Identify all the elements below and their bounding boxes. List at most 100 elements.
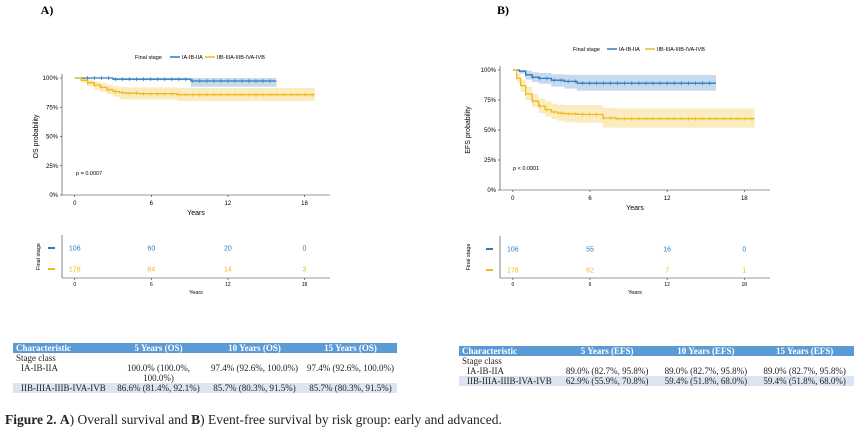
risk-count: 20 — [224, 246, 232, 253]
risk-x-tick-label: 12 — [225, 282, 231, 288]
risk-count: 3 — [303, 267, 307, 274]
group-label: Stage class — [13, 353, 397, 363]
x-tick-label: 0 — [511, 196, 515, 202]
cell-value: 86.6% (81.4%, 92.1%) — [112, 383, 205, 393]
y-tick-label: 25% — [484, 158, 497, 164]
y-axis-label: EFS probability — [465, 106, 472, 154]
cell-value: 59.4% (51.8%, 68.0%) — [656, 376, 756, 386]
x-axis-label: Years — [187, 210, 205, 217]
risk-count: 14 — [224, 267, 232, 274]
header-5-years: 5 Years (OS) — [112, 343, 205, 353]
x-tick-label: 12 — [225, 201, 232, 207]
y-axis-label: OS probability — [33, 114, 40, 158]
risk-count: 7 — [665, 268, 669, 275]
risk-x-tick-label: 6 — [589, 282, 592, 288]
table-row: IIB-IIIA-IIIB-IVA-IVB 62.9% (55.9%, 70.8… — [459, 376, 854, 386]
risk-x-tick-label: 0 — [73, 282, 76, 288]
risk-x-tick-label: 6 — [150, 282, 153, 288]
cell-value: 85.7% (80.3%, 91.5%) — [304, 383, 397, 393]
risk-count: 55 — [586, 247, 594, 254]
cell-value: 97.4% (92.6%, 100.0%) — [204, 363, 305, 383]
x-tick-label: 18 — [741, 196, 748, 202]
y-tick-label: 50% — [46, 135, 59, 141]
header-characteristic: Characteristic — [13, 343, 113, 353]
cell-value: 89.0% (82.7%, 95.8%) — [557, 366, 657, 376]
y-tick-label: 100% — [43, 76, 59, 82]
legend-entry: IA-IB-IIA — [619, 47, 640, 53]
row-label: IA-IB-IIA — [459, 366, 558, 376]
p-value: p = 0.0007 — [76, 171, 102, 177]
summary-table-efs: Characteristic 5 Years (EFS) 10 Years (E… — [459, 346, 854, 386]
cell-value: 100.0% (100.0%, 100.0%) — [112, 363, 205, 383]
x-tick-label: 12 — [664, 196, 671, 202]
header-10-years: 10 Years (OS) — [204, 343, 305, 353]
caption-b-letter: B — [191, 412, 201, 427]
x-axis-label: Years — [626, 205, 644, 212]
row-label: IIB-IIIA-IIIB-IVA-IVB — [13, 383, 113, 393]
ci-band — [74, 78, 277, 87]
survival-line — [512, 69, 755, 120]
panel-a: A) Final stage IA-IB-IIA IIB-IIIA-IIIB-IVA-… — [33, 3, 330, 296]
table-row: IA-IB-IIA 89.0% (82.7%, 95.8%) 89.0% (82… — [459, 366, 854, 376]
y-tick-label: 0% — [49, 193, 58, 199]
cell-value: 85.7% (80.3%, 91.5%) — [204, 383, 305, 393]
risk-count: 178 — [69, 267, 81, 274]
y-tick-label: 75% — [46, 105, 59, 111]
panel-b: B) Final stage IA-IB-IIA IIB-IIIA-IIIB-IVA-… — [465, 3, 770, 296]
risk-count: 1 — [742, 268, 746, 275]
risk-count: 60 — [147, 246, 155, 253]
cell-value: 59.4% (51.8%, 68.0%) — [755, 376, 854, 386]
x-tick-label: 18 — [301, 201, 308, 207]
cell-value: 62.9% (55.9%, 70.8%) — [557, 376, 657, 386]
y-tick-label: 25% — [46, 164, 59, 170]
table-row: IIB-IIIA-IIIB-IVA-IVB 86.6% (81.4%, 92.1… — [13, 383, 397, 393]
p-value: p < 0.0001 — [513, 166, 539, 172]
risk-x-tick-label: 12 — [664, 282, 670, 288]
summary-table-os: Characteristic 5 Years (OS) 10 Years (OS… — [13, 343, 397, 393]
y-tick-label: 100% — [481, 68, 497, 74]
x-tick-label: 0 — [73, 201, 77, 207]
y-tick-label: 0% — [487, 188, 496, 194]
figure-caption: Figure 2. A) Overall survival and B) Eve… — [5, 412, 502, 428]
panel-label: B) — [497, 3, 509, 17]
ci-band — [512, 70, 716, 91]
row-label: IIB-IIIA-IIIB-IVA-IVB — [459, 376, 558, 386]
legend-title: Final stage — [135, 55, 162, 61]
x-tick-label: 6 — [588, 196, 592, 202]
risk-count: 0 — [742, 247, 746, 254]
y-tick-label: 50% — [484, 128, 497, 134]
risk-count: 106 — [507, 247, 519, 254]
caption-text-2: ) Event-free survival by risk group: ear… — [200, 412, 502, 427]
risk-x-tick-label: 18 — [742, 282, 748, 288]
legend-entry: IIB-IIIA-IIIB-IVA-IVB — [657, 47, 705, 53]
cell-value: 89.0% (82.7%, 95.8%) — [755, 366, 854, 376]
cell-value: 97.4% (92.6%, 100.0%) — [304, 363, 397, 383]
header-15-years: 15 Years (OS) — [304, 343, 397, 353]
cell-value: 89.0% (82.7%, 95.8%) — [656, 366, 756, 376]
header-15-years: 15 Years (EFS) — [755, 346, 854, 356]
legend-entry: IIB-IIIA-IIIB-IVA-IVB — [217, 55, 265, 61]
caption-a-letter: A — [59, 412, 70, 427]
header-5-years: 5 Years (EFS) — [557, 346, 657, 356]
header-10-years: 10 Years (EFS) — [656, 346, 756, 356]
legend-title: Final stage — [573, 47, 600, 53]
risk-x-axis-label: Years — [628, 290, 642, 296]
caption-label: Figure 2. — [5, 412, 57, 427]
y-tick-label: 75% — [484, 98, 497, 104]
header-characteristic: Characteristic — [459, 346, 558, 356]
risk-count: 62 — [586, 268, 594, 275]
row-label: IA-IB-IIA — [13, 363, 113, 383]
risk-count: 84 — [147, 267, 155, 274]
risk-y-label: Final stage — [36, 243, 42, 270]
table-row: IA-IB-IIA 100.0% (100.0%, 100.0%) 97.4% … — [13, 363, 397, 383]
risk-x-axis-label: Years — [189, 290, 203, 296]
risk-count: 0 — [303, 246, 307, 253]
risk-count: 178 — [507, 268, 519, 275]
legend-entry: IA-IB-IIA — [182, 55, 203, 61]
caption-text-1: ) Overall survival and — [69, 412, 192, 427]
group-label: Stage class — [459, 356, 854, 366]
panel-label: A) — [41, 3, 54, 17]
risk-x-tick-label: 0 — [511, 282, 514, 288]
survival-line — [512, 69, 716, 84]
